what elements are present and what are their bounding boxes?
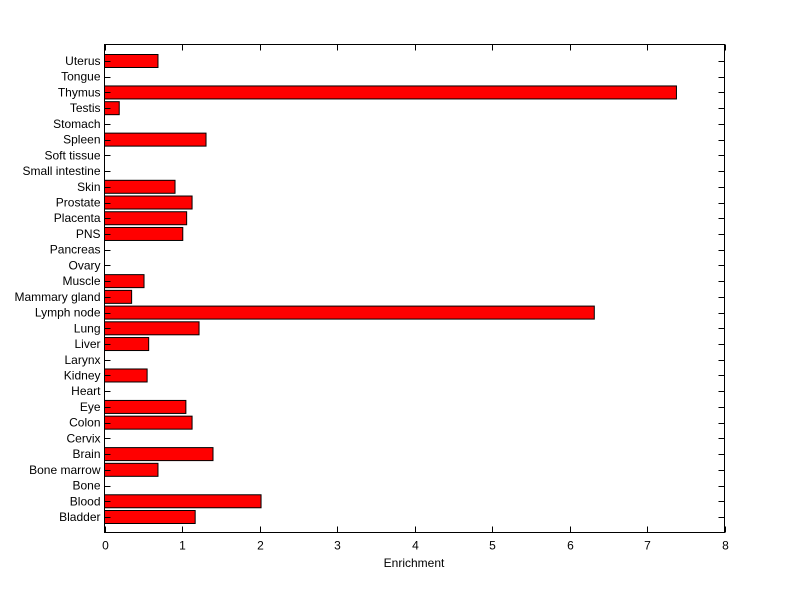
y-tick-label: Eye (80, 400, 101, 414)
bar-liver (104, 337, 150, 352)
y-tick-label: Tongue (61, 70, 101, 84)
y-tick-label: Muscle (62, 274, 100, 288)
y-tick-label: Lymph node (35, 306, 101, 320)
y-tick-label: Blood (70, 494, 101, 508)
y-tick-label: Small intestine (22, 164, 100, 178)
bar-brain (104, 447, 214, 462)
bar-thymus (104, 85, 677, 100)
x-tick-label: 6 (567, 539, 574, 553)
y-tick-label: Testis (70, 101, 101, 115)
y-tick-label: Colon (69, 416, 100, 430)
bar-colon (104, 415, 193, 430)
y-tick-label: Lung (74, 321, 101, 335)
bar-spleen (104, 132, 207, 147)
y-tick-label: Placenta (54, 211, 101, 225)
bar-eye (104, 399, 187, 414)
y-tick-label: Liver (74, 337, 100, 351)
y-tick-label: Soft tissue (44, 148, 100, 162)
y-tick-label: Bone (72, 479, 100, 493)
x-tick-label: 4 (412, 539, 419, 553)
bar-bone-marrow (104, 462, 159, 477)
bar-pns (104, 226, 184, 241)
x-axis-label: Enrichment (384, 556, 445, 570)
x-tick-label: 2 (257, 539, 264, 553)
y-tick-label: Pancreas (50, 243, 101, 257)
y-tick-label: Larynx (64, 353, 100, 367)
y-tick-label: Thymus (58, 85, 101, 99)
bar-prostate (104, 195, 193, 210)
y-tick-label: Ovary (68, 258, 100, 272)
y-tick-label: Mammary gland (14, 290, 100, 304)
x-tick-label: 0 (102, 539, 109, 553)
bar-lymph-node (104, 305, 595, 320)
x-tick-label: 5 (489, 539, 496, 553)
y-tick-label: Kidney (64, 368, 101, 382)
x-tick-label: 7 (644, 539, 651, 553)
y-tick-label: Cervix (66, 431, 100, 445)
x-tick-label: 8 (722, 539, 729, 553)
y-tick-label: Brain (72, 447, 100, 461)
y-tick-label: PNS (76, 227, 101, 241)
bar-blood (104, 494, 262, 509)
bar-bladder (104, 510, 196, 524)
bar-kidney (104, 368, 148, 383)
plot-frame (104, 44, 725, 533)
y-tick-label: Uterus (65, 54, 100, 68)
bar-skin (104, 179, 176, 194)
x-tick-label: 1 (179, 539, 186, 553)
y-tick-label: Skin (77, 180, 100, 194)
bar-lung (104, 321, 200, 336)
bar-placenta (104, 211, 188, 226)
bar-mammary-gland (104, 289, 133, 304)
y-tick-label: Spleen (63, 133, 100, 147)
x-tick-label: 3 (334, 539, 341, 553)
y-tick-label: Heart (71, 384, 101, 398)
y-tick-label: Bladder (59, 510, 100, 524)
y-tick-label: Stomach (53, 117, 100, 131)
y-tick-label: Prostate (56, 196, 101, 210)
y-tick-label: Bone marrow (29, 463, 101, 477)
bar-uterus (104, 54, 159, 68)
